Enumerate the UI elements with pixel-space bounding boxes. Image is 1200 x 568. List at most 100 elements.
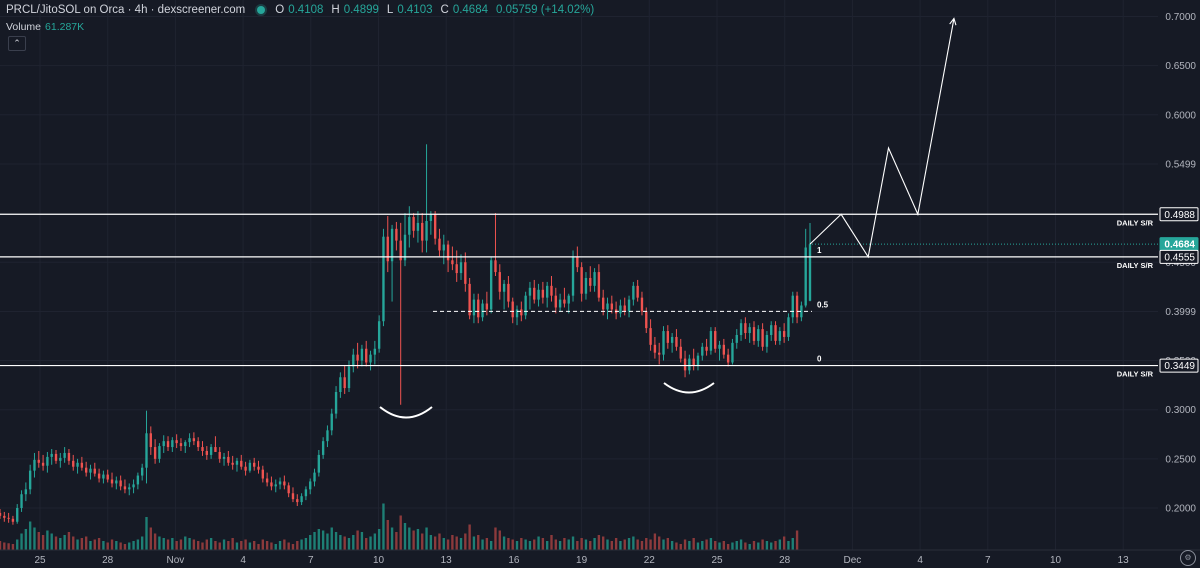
volume-bar <box>347 538 351 550</box>
volume-bar <box>97 538 101 550</box>
candle-body <box>197 441 200 448</box>
candle-body <box>412 217 415 231</box>
candle-body <box>179 443 183 447</box>
volume-bar <box>477 535 480 550</box>
candle-body <box>102 474 105 479</box>
volume-bar <box>610 541 613 550</box>
chart-annotations: DAILY S/R DAILY S/R DAILY S/R 1 0.5 0 <box>0 17 1158 419</box>
time-tick-label: 4 <box>917 555 923 566</box>
candle-body <box>352 354 355 367</box>
volume-bar <box>270 542 273 550</box>
volume-bar <box>386 520 389 550</box>
volume-bar <box>563 538 566 550</box>
candle-body <box>795 295 799 318</box>
volume-bar <box>240 541 243 550</box>
candle-body <box>554 295 557 308</box>
candle-body <box>274 484 277 487</box>
candle-body <box>757 329 760 341</box>
candle-body <box>162 441 165 447</box>
volume-bar <box>132 541 135 550</box>
volume-bar <box>507 538 510 550</box>
candle-body <box>24 489 28 495</box>
sr-label: DAILY S/R <box>1117 218 1154 227</box>
candle-body <box>20 494 23 508</box>
volume-bar <box>602 536 605 550</box>
volume-bar <box>93 539 96 550</box>
candle-body <box>545 285 549 298</box>
candle-body <box>658 352 661 355</box>
volume-bar <box>369 536 372 550</box>
volume-bar <box>451 535 454 550</box>
volume-bar <box>50 533 53 550</box>
volume-bar <box>291 544 295 550</box>
candle-body <box>610 303 613 310</box>
volume-bar <box>718 542 721 550</box>
candle-body <box>662 331 665 355</box>
candle-body <box>446 244 450 261</box>
candle-body <box>507 283 510 302</box>
candle-body <box>365 348 368 363</box>
candle-body <box>399 240 402 261</box>
candle-body <box>558 299 562 308</box>
candle-body <box>774 325 777 341</box>
candle-body <box>343 377 346 389</box>
candle-body <box>360 348 364 361</box>
volume-bar <box>541 538 545 550</box>
volume-bar <box>84 536 88 550</box>
candle-body <box>744 323 747 334</box>
gear-icon[interactable]: ⚙ <box>1180 550 1196 566</box>
volume-bar <box>11 544 15 550</box>
candle-body <box>395 228 398 241</box>
volume-bar <box>403 523 407 550</box>
volume-bar <box>326 533 329 550</box>
price-axis: 0.20000.25000.30000.35000.39990.45000.54… <box>1158 0 1200 568</box>
candle-body <box>731 342 734 363</box>
volume-bar <box>623 539 626 550</box>
volume-bar <box>46 530 49 550</box>
candle-body <box>537 289 540 300</box>
volume-bar <box>399 515 402 550</box>
projection-arrowhead <box>949 17 957 26</box>
candle-body <box>627 299 631 312</box>
price-tick-label: 0.2000 <box>1165 504 1196 515</box>
candle-body <box>748 327 751 334</box>
volume-legend: Volume 61.287K <box>6 21 84 33</box>
price-tick-label: 0.5499 <box>1165 160 1196 171</box>
candle-body <box>494 260 497 273</box>
chevron-up-icon[interactable]: ⌃ <box>8 36 26 51</box>
candle-body <box>696 355 700 366</box>
time-tick-label: Nov <box>167 555 185 566</box>
time-tick-label: 22 <box>644 555 656 566</box>
candle-body <box>278 481 282 485</box>
volume-bar <box>205 539 208 550</box>
volume-bar <box>227 541 230 550</box>
volume-bar <box>571 536 575 550</box>
volume-bar <box>752 541 756 550</box>
volume-bar <box>683 539 687 550</box>
candle-body <box>119 480 122 487</box>
candle-body <box>649 328 652 345</box>
candle-body <box>438 238 441 251</box>
candle-body <box>451 260 454 265</box>
volume-bar <box>28 521 32 550</box>
volume-bar <box>735 541 738 550</box>
volume-bar <box>102 541 105 550</box>
candle-body <box>46 456 49 466</box>
price-tag-label: 0.4684 <box>1164 240 1195 251</box>
volume-bar <box>309 535 312 550</box>
volume-bar <box>429 535 433 550</box>
volume-bar <box>520 538 523 550</box>
candle-body <box>571 257 575 296</box>
candle-body <box>502 283 506 292</box>
candle-body <box>645 311 648 329</box>
candle-body <box>296 499 299 503</box>
volume-bar <box>218 542 221 550</box>
volume-bar <box>593 538 596 550</box>
candle-body <box>7 517 10 519</box>
candle-body <box>54 453 58 461</box>
time-tick-label: 19 <box>576 555 588 566</box>
volume-bar <box>679 544 682 550</box>
candle-body <box>433 214 437 239</box>
candle-body <box>270 482 273 487</box>
